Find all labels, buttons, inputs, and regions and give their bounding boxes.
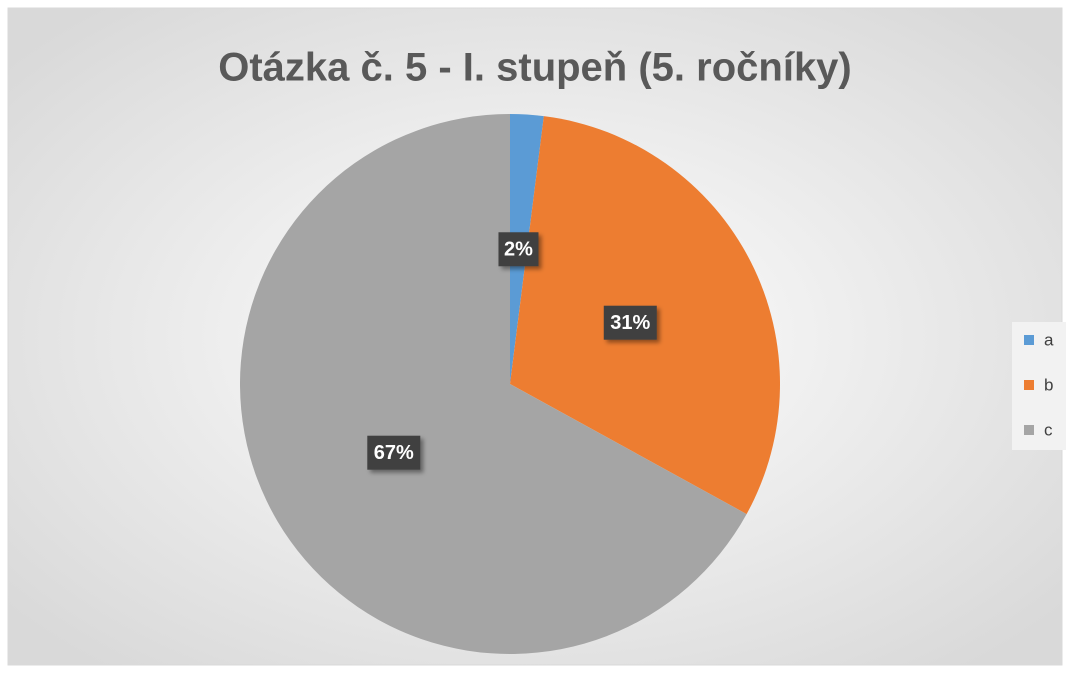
legend-label: c bbox=[1044, 420, 1053, 439]
pie-slice bbox=[239, 114, 747, 655]
legend-box bbox=[1012, 322, 1066, 450]
data-label-box bbox=[603, 305, 657, 340]
data-label: 31% bbox=[610, 312, 650, 334]
legend-swatch bbox=[1024, 425, 1034, 435]
legend-label: a bbox=[1044, 330, 1054, 349]
data-label: 2% bbox=[504, 239, 533, 261]
chart-title: Otázka č. 5 - I. stupeň (5. ročníky) bbox=[218, 46, 852, 90]
data-label-box bbox=[367, 435, 421, 470]
data-label-box bbox=[498, 232, 539, 267]
legend-swatch bbox=[1024, 335, 1034, 345]
legend-label: b bbox=[1044, 375, 1053, 394]
data-label: 67% bbox=[374, 442, 414, 464]
legend-swatch bbox=[1024, 380, 1034, 390]
